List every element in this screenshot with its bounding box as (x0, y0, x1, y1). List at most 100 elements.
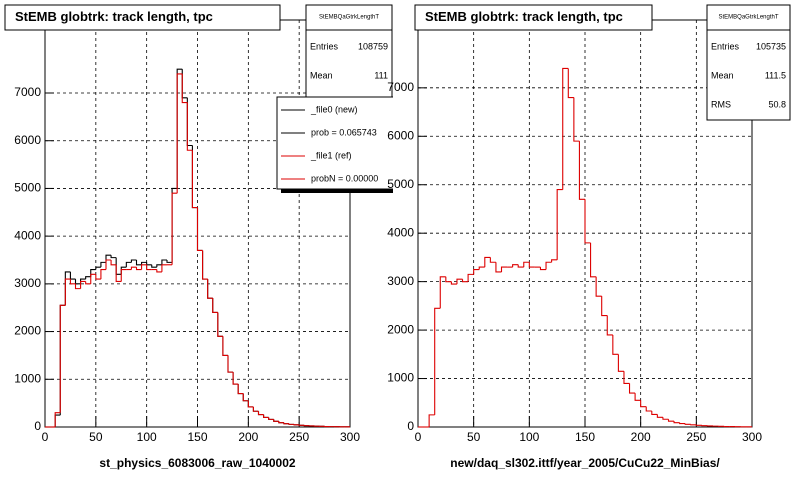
x-tick-label: 0 (42, 430, 49, 444)
histogram-bin (268, 417, 274, 420)
histogram-bin (679, 422, 686, 425)
y-tick-label: 6000 (14, 133, 41, 147)
histogram-bin (288, 423, 295, 425)
histogram-bin (202, 250, 208, 280)
histogram-bin (252, 406, 259, 412)
histogram-bin (100, 261, 106, 268)
histogram-bin (120, 268, 127, 282)
histogram-bin (450, 281, 457, 285)
y-tick-label: 6000 (387, 128, 414, 142)
y-tick-label: 5000 (14, 181, 41, 195)
histogram-bin (110, 260, 117, 266)
histogram-bin (645, 406, 652, 412)
histogram-bin (69, 279, 76, 285)
histogram-bin (181, 69, 188, 99)
histogram-bin (237, 384, 244, 395)
y-tick-label: 4000 (387, 225, 414, 239)
histogram-bin (191, 145, 198, 209)
histogram-bin (207, 279, 213, 299)
histogram-bin (242, 393, 249, 402)
histogram-bin (242, 393, 249, 402)
histogram-bin (484, 256, 491, 268)
histogram-bin (606, 315, 613, 336)
histogram-bin (64, 278, 71, 306)
histogram-bin (662, 417, 669, 420)
histogram-bin (617, 354, 624, 372)
histogram-bin (186, 97, 193, 147)
histogram-bin (222, 336, 228, 356)
histogram-bin (278, 421, 284, 424)
histogram-bin (523, 261, 530, 268)
histogram-bin (176, 73, 183, 194)
histogram-bin (623, 371, 630, 384)
histogram-bin (90, 268, 96, 277)
histogram-bin (247, 400, 254, 408)
histogram-bin (69, 271, 76, 280)
stats-label: Mean (711, 70, 734, 80)
histogram-bin (100, 268, 106, 280)
y-tick-label: 1000 (14, 371, 41, 385)
histogram-bin (445, 276, 452, 283)
histogram-bin (628, 383, 636, 394)
histogram-bin (590, 242, 597, 278)
x-tick-label: 200 (238, 430, 258, 444)
histogram-bin (247, 400, 254, 408)
histogram-bin (191, 150, 198, 209)
legend-label: _file0 (new) (310, 104, 358, 114)
histogram-bin (85, 281, 91, 285)
x-tick-label: 300 (742, 430, 762, 444)
histogram-bin (217, 312, 223, 337)
histogram-bin (634, 393, 641, 401)
y-tick-label: 3000 (14, 276, 41, 290)
histogram-bin (130, 259, 137, 263)
histogram-bin (105, 254, 112, 263)
legend-note: probN = 0.00000 (311, 173, 378, 183)
histogram-bin (428, 414, 435, 427)
histogram-bin (115, 257, 122, 275)
stats-box (706, 4, 791, 121)
chart-title: StEMB globtrk: track length, tpc (425, 9, 623, 24)
histogram-bin (95, 266, 101, 270)
histogram-bin (467, 273, 474, 282)
stats-value: 105735 (756, 41, 786, 51)
histogram-bin (601, 296, 608, 317)
chart-panel: 0 1000 2000 3000 4000 5000 6000 7000 0 50 100 150 20… (387, 4, 791, 470)
stats-label: Entries (310, 41, 339, 51)
histogram-bin (135, 267, 142, 271)
histogram-bin (161, 264, 167, 272)
histogram-bin (562, 67, 569, 190)
histogram-bin (545, 261, 552, 270)
histogram-bin (196, 207, 203, 252)
histogram-bin (202, 250, 208, 280)
histogram-bin (551, 259, 558, 263)
histogram-bin (656, 414, 663, 418)
histogram-bin (673, 421, 680, 424)
histogram-bin (232, 372, 239, 385)
stats-title: StEMBQaGtrkLengthT (718, 15, 778, 21)
histogram-bin (651, 411, 658, 415)
y-tick-label: 2000 (14, 324, 41, 338)
stats-value: 111.5 (765, 70, 786, 80)
histogram-bin (80, 280, 86, 289)
histogram-bin (105, 259, 112, 270)
histogram-bin (212, 298, 218, 314)
histogram-bin (222, 336, 228, 356)
histogram-bin (90, 273, 96, 284)
histogram-bin (115, 264, 122, 283)
stats-title: StEMBQaGtrkLengthT (319, 15, 379, 21)
x-axis-label: new/daq_sl302.ittf/year_2005/CuCu22_MinB… (450, 456, 720, 470)
histogram-bin (612, 334, 619, 355)
histogram-bin (64, 271, 71, 306)
histogram-bin (176, 68, 183, 189)
histogram-bin (517, 264, 524, 268)
histogram-bin (135, 260, 142, 266)
histogram-bin (196, 207, 203, 252)
histogram-bin (257, 411, 264, 416)
histogram-bin (59, 304, 66, 413)
stats-value: 108759 (358, 41, 388, 51)
y-tick-label: 2000 (387, 322, 414, 336)
histogram-bin (283, 422, 289, 425)
histogram-bin (539, 267, 547, 271)
histogram-bin (54, 412, 61, 427)
